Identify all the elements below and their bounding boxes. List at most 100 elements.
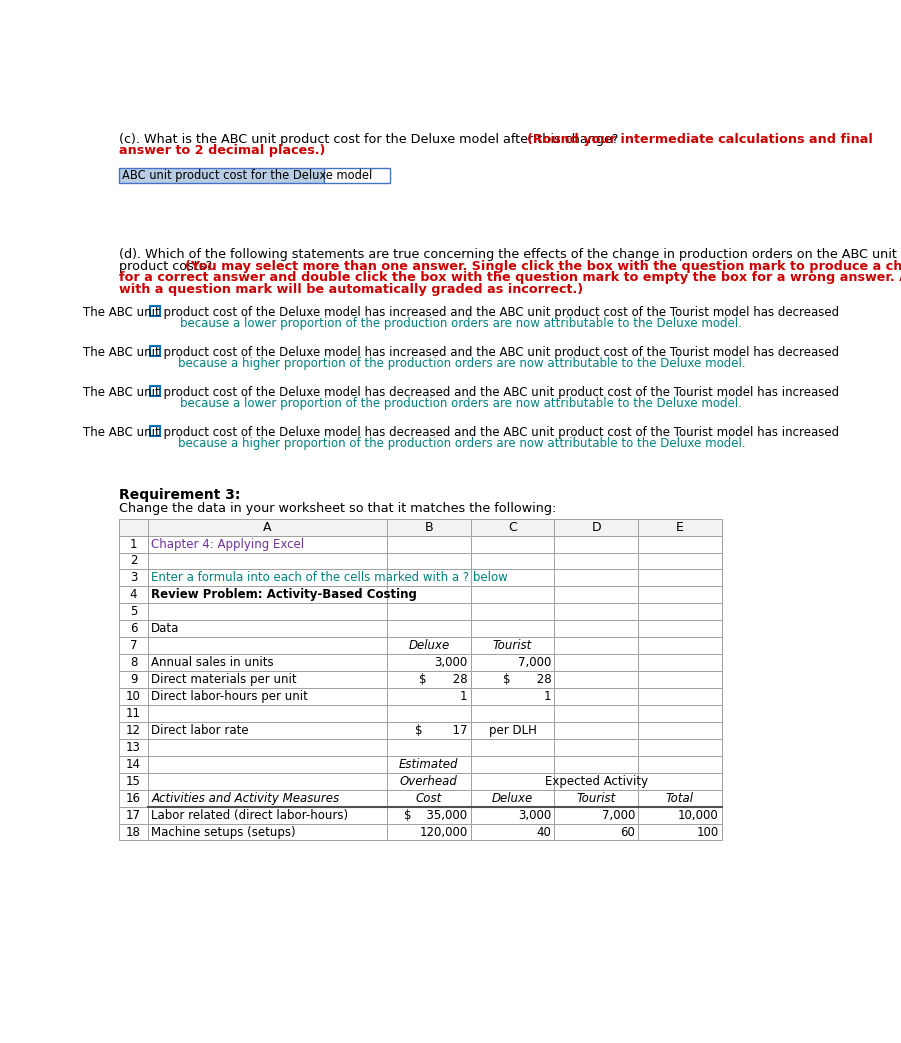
Bar	[554, 603, 638, 621]
Text: 5: 5	[130, 605, 137, 618]
Text: 1: 1	[460, 690, 468, 703]
Bar	[638, 722, 722, 738]
Bar	[149, 569, 387, 586]
Bar	[149, 756, 387, 773]
Bar	[119, 688, 149, 705]
Bar	[387, 569, 470, 586]
Text: 16: 16	[126, 792, 141, 804]
Bar	[387, 773, 470, 790]
Bar	[554, 535, 638, 553]
Bar	[119, 535, 149, 553]
Bar	[638, 671, 722, 688]
Bar	[387, 518, 470, 535]
Text: C: C	[508, 520, 517, 534]
Text: 10: 10	[126, 690, 141, 703]
Text: 60: 60	[620, 825, 635, 839]
Text: Enter a formula into each of the cells marked with a ? below: Enter a formula into each of the cells m…	[151, 572, 508, 584]
Text: 3: 3	[130, 572, 137, 584]
Text: The ABC unit product cost of the Deluxe model has decreased and the ABC unit pro: The ABC unit product cost of the Deluxe …	[83, 427, 840, 439]
Bar	[119, 824, 149, 841]
Text: 18: 18	[126, 825, 141, 839]
Text: Direct labor rate: Direct labor rate	[151, 724, 249, 737]
Bar	[119, 671, 149, 688]
Text: Direct materials per unit: Direct materials per unit	[151, 673, 297, 686]
Bar	[387, 738, 470, 756]
Bar	[387, 806, 470, 824]
Bar	[554, 569, 638, 586]
Text: Change the data in your worksheet so that it matches the following:: Change the data in your worksheet so tha…	[119, 502, 556, 514]
Bar	[387, 688, 470, 705]
Bar	[470, 553, 554, 569]
Text: Labor related (direct labor-hours): Labor related (direct labor-hours)	[151, 808, 349, 822]
Text: per DLH: per DLH	[488, 724, 536, 737]
Bar	[638, 569, 722, 586]
Bar	[554, 654, 638, 671]
Bar	[387, 586, 470, 603]
Bar	[149, 586, 387, 603]
Bar	[149, 671, 387, 688]
Bar	[554, 705, 638, 722]
Bar	[638, 518, 722, 535]
Bar	[387, 824, 470, 841]
Text: $    35,000: $ 35,000	[405, 808, 468, 822]
Text: product costs?: product costs?	[119, 260, 216, 273]
Text: with a question mark will be automatically graded as incorrect.): with a question mark will be automatical…	[119, 283, 583, 296]
Bar	[149, 722, 387, 738]
Text: 3,000: 3,000	[434, 656, 468, 670]
Bar	[387, 603, 470, 621]
Text: ABC unit product cost for the Deluxe model: ABC unit product cost for the Deluxe mod…	[122, 169, 372, 181]
Bar	[638, 553, 722, 569]
Bar	[638, 806, 722, 824]
Bar	[638, 586, 722, 603]
Bar	[554, 586, 638, 603]
Text: 14: 14	[126, 758, 141, 771]
Text: Review Problem: Activity-Based Costing: Review Problem: Activity-Based Costing	[151, 588, 417, 602]
Bar	[470, 722, 554, 738]
Bar	[554, 773, 638, 790]
Bar	[470, 824, 554, 841]
Bar	[470, 738, 554, 756]
Text: 9: 9	[130, 673, 137, 686]
Text: Tourist: Tourist	[493, 639, 532, 652]
Text: Chapter 4: Applying Excel: Chapter 4: Applying Excel	[151, 537, 305, 551]
Text: (You may select more than one answer. Single click the box with the question mar: (You may select more than one answer. Si…	[185, 260, 901, 273]
Bar	[470, 637, 554, 654]
Bar	[119, 518, 149, 535]
Text: 100: 100	[696, 825, 719, 839]
Bar	[387, 756, 470, 773]
Text: 17: 17	[126, 808, 141, 822]
Bar	[470, 756, 554, 773]
Bar	[149, 518, 387, 535]
Text: 13: 13	[126, 741, 141, 754]
Text: The ABC unit product cost of the Deluxe model has decreased and the ABC unit pro: The ABC unit product cost of the Deluxe …	[83, 386, 840, 399]
Text: 6: 6	[130, 623, 137, 635]
Text: (c). What is the ABC unit product cost for the Deluxe model after this change?  : (c). What is the ABC unit product cost f…	[119, 132, 630, 146]
Bar	[119, 569, 149, 586]
Text: The ABC unit product cost of the Deluxe model has increased and the ABC unit pro: The ABC unit product cost of the Deluxe …	[83, 306, 840, 319]
Bar	[387, 722, 470, 738]
Bar	[470, 569, 554, 586]
Text: because a higher proportion of the production orders are now attributable to the: because a higher proportion of the produ…	[177, 437, 745, 450]
Text: Deluxe: Deluxe	[492, 792, 533, 804]
Text: 15: 15	[126, 775, 141, 787]
Bar	[119, 168, 324, 183]
Bar	[150, 427, 159, 436]
Bar	[119, 603, 149, 621]
Bar	[119, 756, 149, 773]
Text: because a lower proportion of the production orders are now attributable to the : because a lower proportion of the produc…	[180, 317, 742, 330]
Text: 12: 12	[126, 724, 141, 737]
Bar	[387, 671, 470, 688]
Text: 2: 2	[130, 555, 137, 567]
Bar	[554, 722, 638, 738]
Bar	[387, 654, 470, 671]
Text: Annual sales in units: Annual sales in units	[151, 656, 274, 670]
Text: 1: 1	[544, 690, 551, 703]
Bar	[554, 790, 638, 806]
Text: $        17: $ 17	[415, 724, 468, 737]
Text: Activities and Activity Measures: Activities and Activity Measures	[151, 792, 340, 804]
Bar	[387, 535, 470, 553]
Bar	[149, 738, 387, 756]
Bar	[638, 738, 722, 756]
Bar	[638, 773, 722, 790]
Bar	[119, 621, 149, 637]
